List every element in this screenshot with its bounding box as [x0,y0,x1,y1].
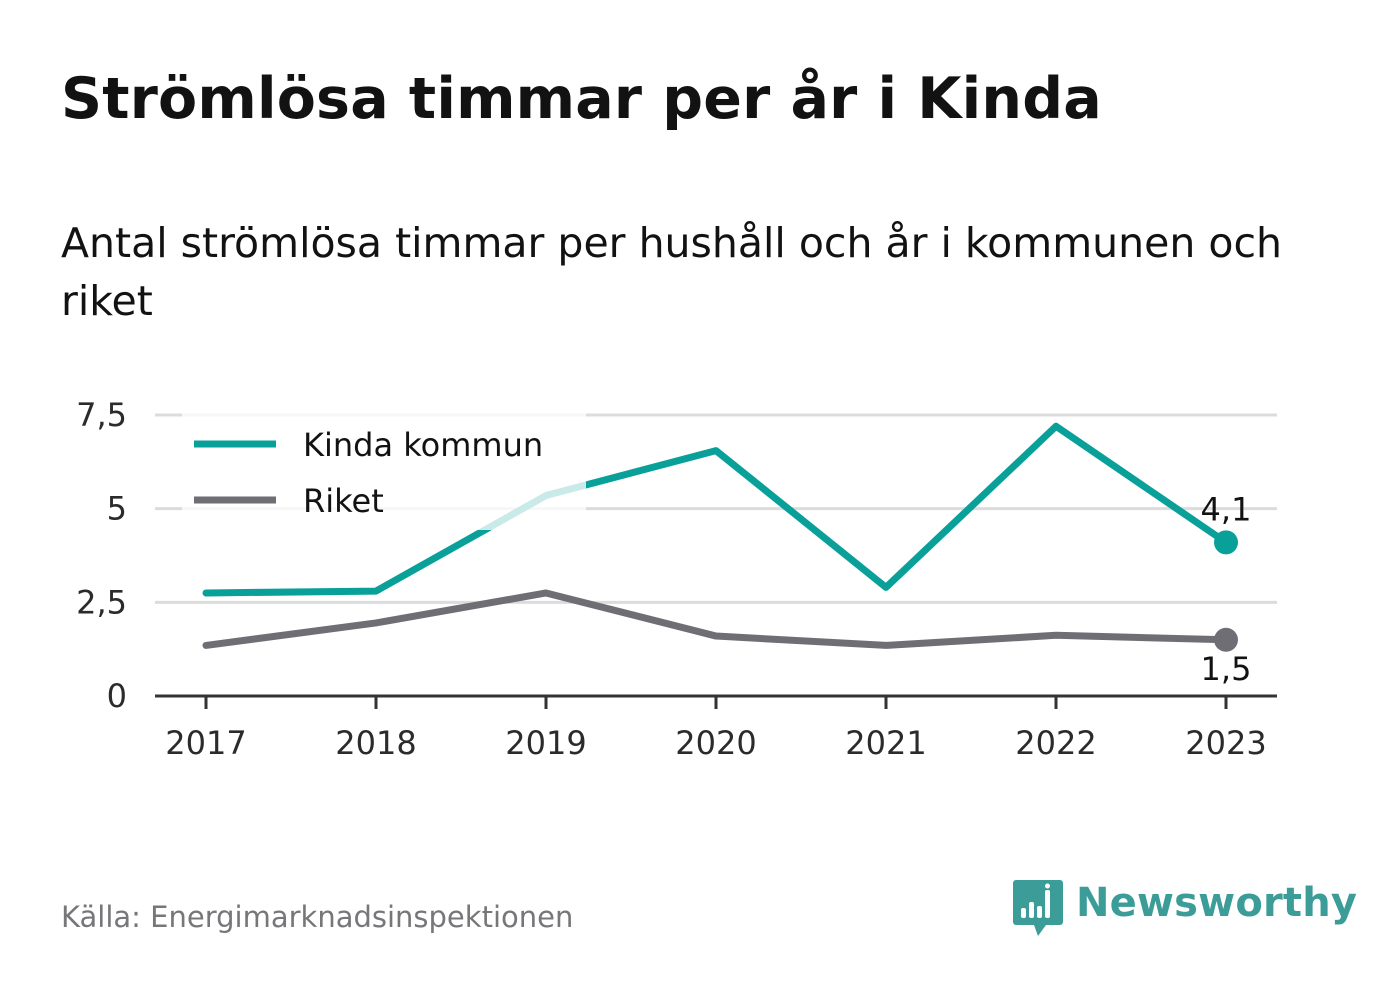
series-line-riket [202,589,1230,649]
chart-title: Strömlösa timmar per år i Kinda [61,66,1102,132]
series-lines [202,422,1230,649]
brand-name: Newsworthy [1076,880,1358,926]
legend-background [182,412,586,530]
end-labels: 4,1 1,5 [1201,490,1252,687]
y-tick-label: 0 [107,677,127,715]
legend-label-riket: Riket [303,482,384,520]
x-tick-label: 2021 [845,724,926,762]
x-tick-label: 2017 [165,724,246,762]
end-label-kinda-kommun: 4,1 [1201,490,1252,528]
y-tick-label: 7,5 [76,396,127,434]
x-tick-label: 2020 [675,724,756,762]
newsworthy-logo: Newsworthy [1012,878,1357,940]
legend-label-kinda-kommun: Kinda kommun [303,426,543,464]
y-axis-ticks: 0 2,5 5 7,5 [76,396,127,715]
newsworthy-bar-chart-icon [1013,880,1063,936]
y-tick-label: 2,5 [76,583,127,621]
series-line-kinda-kommun [202,422,1230,597]
legend: Kinda kommun Riket [182,412,586,530]
chart-subtitle: Antal strömlösa timmar per hushåll och å… [61,219,1282,325]
x-axis-ticks: 2017 2018 2019 2020 2021 2022 2023 [155,694,1277,762]
end-label-riket: 1,5 [1201,650,1252,688]
source-note: Källa: Energimarknadsinspektionen [61,900,574,934]
x-tick-label: 2019 [505,724,586,762]
end-marker-kinda-kommun [1214,530,1238,555]
x-tick-label: 2018 [335,724,416,762]
end-marker-riket [1214,627,1238,652]
x-tick-label: 2022 [1015,724,1096,762]
x-tick-label: 2023 [1185,724,1266,762]
y-tick-label: 5 [107,490,127,528]
